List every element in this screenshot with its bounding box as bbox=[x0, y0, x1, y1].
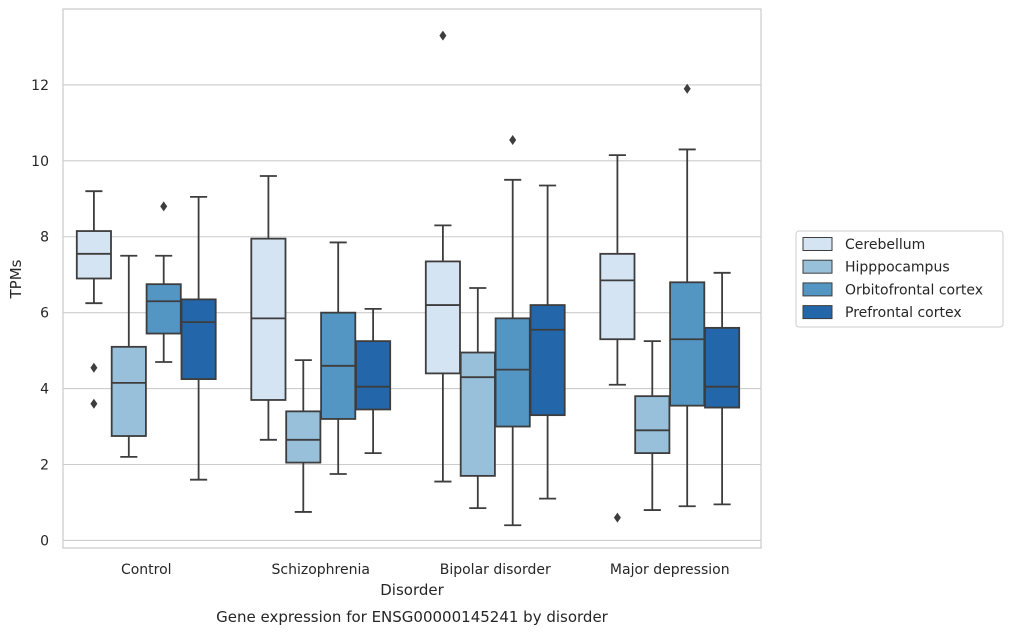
x-tick-labels: Control Schizophrenia Bipolar disorder Majo… bbox=[121, 562, 730, 578]
y-tick-label-3: 6 bbox=[40, 306, 49, 322]
y-tick-label-1: 2 bbox=[40, 457, 49, 473]
outlier-0 bbox=[439, 30, 447, 41]
box-0-0 bbox=[75, 190, 112, 409]
box-iqr bbox=[704, 326, 741, 409]
outlier-0 bbox=[509, 134, 517, 145]
legend-item-1: Hipppocampus bbox=[802, 259, 950, 276]
box-iqr bbox=[250, 237, 287, 401]
box-3-2 bbox=[669, 83, 706, 508]
box-layer bbox=[75, 30, 741, 527]
legend-item-3: Prefrontal cortex bbox=[802, 305, 962, 321]
box-3-3 bbox=[704, 271, 741, 506]
box-iqr bbox=[145, 283, 182, 335]
box-3-1 bbox=[634, 340, 671, 511]
legend-swatch bbox=[802, 305, 833, 320]
box-2-0 bbox=[424, 30, 461, 483]
box-iqr bbox=[459, 351, 496, 477]
y-axis-label: TPMs bbox=[7, 259, 25, 299]
legend-swatch bbox=[802, 282, 833, 297]
plot-frame bbox=[62, 8, 762, 549]
box-iqr bbox=[110, 345, 147, 437]
legend-frame bbox=[795, 230, 1004, 328]
x-tick-label-3: Major depression bbox=[610, 562, 730, 578]
outlier-0 bbox=[683, 83, 691, 94]
box-iqr bbox=[355, 340, 392, 411]
outlier-0 bbox=[90, 362, 98, 373]
y-tick-label-0: 0 bbox=[40, 533, 49, 549]
chart-caption: Gene expression for ENSG00000145241 by d… bbox=[216, 608, 609, 626]
y-tick-labels: 0 2 4 6 8 10 12 bbox=[31, 78, 49, 549]
x-tick-label-2: Bipolar disorder bbox=[440, 562, 551, 578]
box-1-1 bbox=[285, 359, 322, 513]
legend-label: Orbitofrontal cortex bbox=[845, 282, 983, 298]
legend-swatch bbox=[802, 259, 833, 274]
box-1-3 bbox=[355, 307, 392, 455]
legend-item-0: Cerebellum bbox=[802, 237, 925, 253]
box-2-3 bbox=[529, 184, 566, 500]
outlier-0 bbox=[160, 201, 168, 212]
box-iqr bbox=[529, 304, 566, 417]
y-tick-label-2: 4 bbox=[40, 382, 49, 398]
x-tick-label-1: Schizophrenia bbox=[272, 562, 370, 578]
box-iqr bbox=[669, 281, 706, 407]
y-tick-label-6: 12 bbox=[31, 78, 49, 94]
box-iqr bbox=[494, 317, 531, 428]
box-iqr bbox=[285, 410, 322, 464]
box-iqr bbox=[75, 230, 112, 280]
legend: Cerebellum Hipppocampus Orbitofrontal cort… bbox=[795, 230, 1004, 328]
box-1-0 bbox=[250, 175, 287, 441]
legend-item-2: Orbitofrontal cortex bbox=[802, 282, 983, 298]
legend-swatch bbox=[802, 237, 833, 251]
box-iqr bbox=[180, 298, 217, 380]
y-tick-label-4: 8 bbox=[40, 230, 49, 246]
box-0-2 bbox=[145, 201, 182, 363]
box-3-0 bbox=[599, 154, 636, 523]
legend-label: Prefrontal cortex bbox=[845, 305, 962, 321]
box-0-3 bbox=[180, 195, 217, 481]
outlier-1 bbox=[90, 398, 98, 409]
box-1-2 bbox=[320, 241, 357, 475]
outlier-0 bbox=[613, 512, 621, 523]
legend-label: Cerebellum bbox=[845, 237, 925, 253]
box-0-1 bbox=[110, 254, 147, 458]
box-iqr bbox=[424, 260, 461, 375]
box-iqr bbox=[599, 252, 636, 341]
x-tick-label-0: Control bbox=[121, 562, 172, 578]
x-axis-label: Disorder bbox=[380, 581, 444, 599]
legend-items: Cerebellum Hipppocampus Orbitofrontal cort… bbox=[802, 237, 983, 321]
box-2-2 bbox=[494, 134, 531, 527]
box-2-1 bbox=[459, 287, 496, 510]
y-tick-label-5: 10 bbox=[31, 154, 49, 170]
box-iqr bbox=[634, 395, 671, 455]
legend-label: Hipppocampus bbox=[845, 260, 950, 276]
